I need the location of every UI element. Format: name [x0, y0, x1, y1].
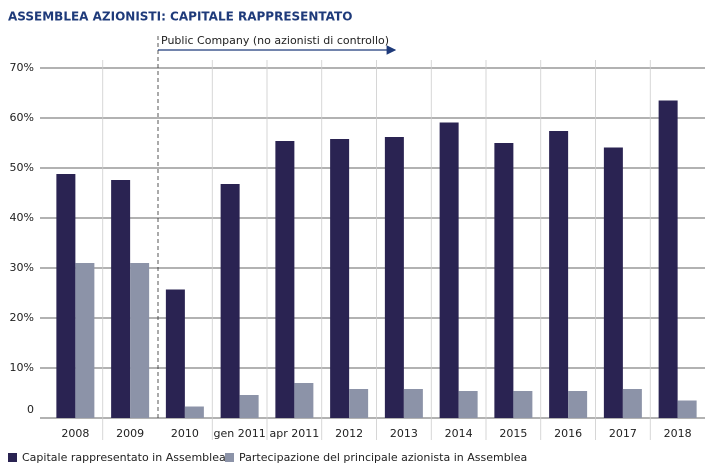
- y-tick-label: 0: [27, 403, 34, 416]
- y-tick-label: 30%: [10, 261, 34, 274]
- bar: [677, 400, 697, 418]
- bar: [494, 143, 514, 418]
- x-tick-label: 2016: [554, 427, 582, 440]
- legend-swatch: [8, 453, 17, 462]
- bar: [130, 263, 150, 418]
- y-tick-label: 70%: [10, 61, 34, 74]
- x-tick-label: 2013: [390, 427, 418, 440]
- y-tick-label: 10%: [10, 361, 34, 374]
- bar: [75, 263, 95, 418]
- bar: [111, 180, 131, 418]
- bar: [239, 395, 259, 418]
- bar: [275, 141, 295, 418]
- x-tick-label: gen 2011: [214, 427, 266, 440]
- legend-label: Capitale rappresentato in Assemblea: [22, 451, 226, 464]
- bar: [330, 139, 350, 418]
- x-tick-label: 2017: [609, 427, 637, 440]
- x-tick-label: 2009: [116, 427, 144, 440]
- x-tick-label: 2014: [445, 427, 473, 440]
- annotation: Public Company (no azionisti di controll…: [161, 34, 389, 47]
- y-tick-label: 60%: [10, 111, 34, 124]
- bar: [294, 383, 314, 418]
- bar: [513, 391, 533, 418]
- bar: [184, 406, 204, 418]
- legend-label: Partecipazione del principale azionista …: [239, 451, 527, 464]
- bar: [549, 131, 569, 418]
- bar: [568, 391, 588, 418]
- bar: [458, 391, 478, 418]
- x-tick-label: 2010: [171, 427, 199, 440]
- bar: [439, 122, 459, 418]
- bar: [56, 174, 76, 418]
- x-tick-label: 2008: [61, 427, 89, 440]
- y-tick-label: 50%: [10, 161, 34, 174]
- bar: [622, 389, 642, 418]
- y-tick-label: 20%: [10, 311, 34, 324]
- x-tick-label: 2015: [499, 427, 527, 440]
- legend-swatch: [225, 453, 234, 462]
- bar: [220, 184, 240, 418]
- bar: [165, 289, 185, 418]
- x-tick-label: 2012: [335, 427, 363, 440]
- x-tick-label: apr 2011: [270, 427, 320, 440]
- bar: [384, 137, 404, 418]
- bar: [603, 147, 623, 418]
- x-tick-label: 2018: [664, 427, 692, 440]
- bar: [349, 389, 369, 418]
- bar: [658, 100, 678, 418]
- bar: [403, 389, 423, 418]
- y-tick-label: 40%: [10, 211, 34, 224]
- chart-title: ASSEMBLEA AZIONISTI: CAPITALE RAPPRESENT…: [8, 10, 352, 24]
